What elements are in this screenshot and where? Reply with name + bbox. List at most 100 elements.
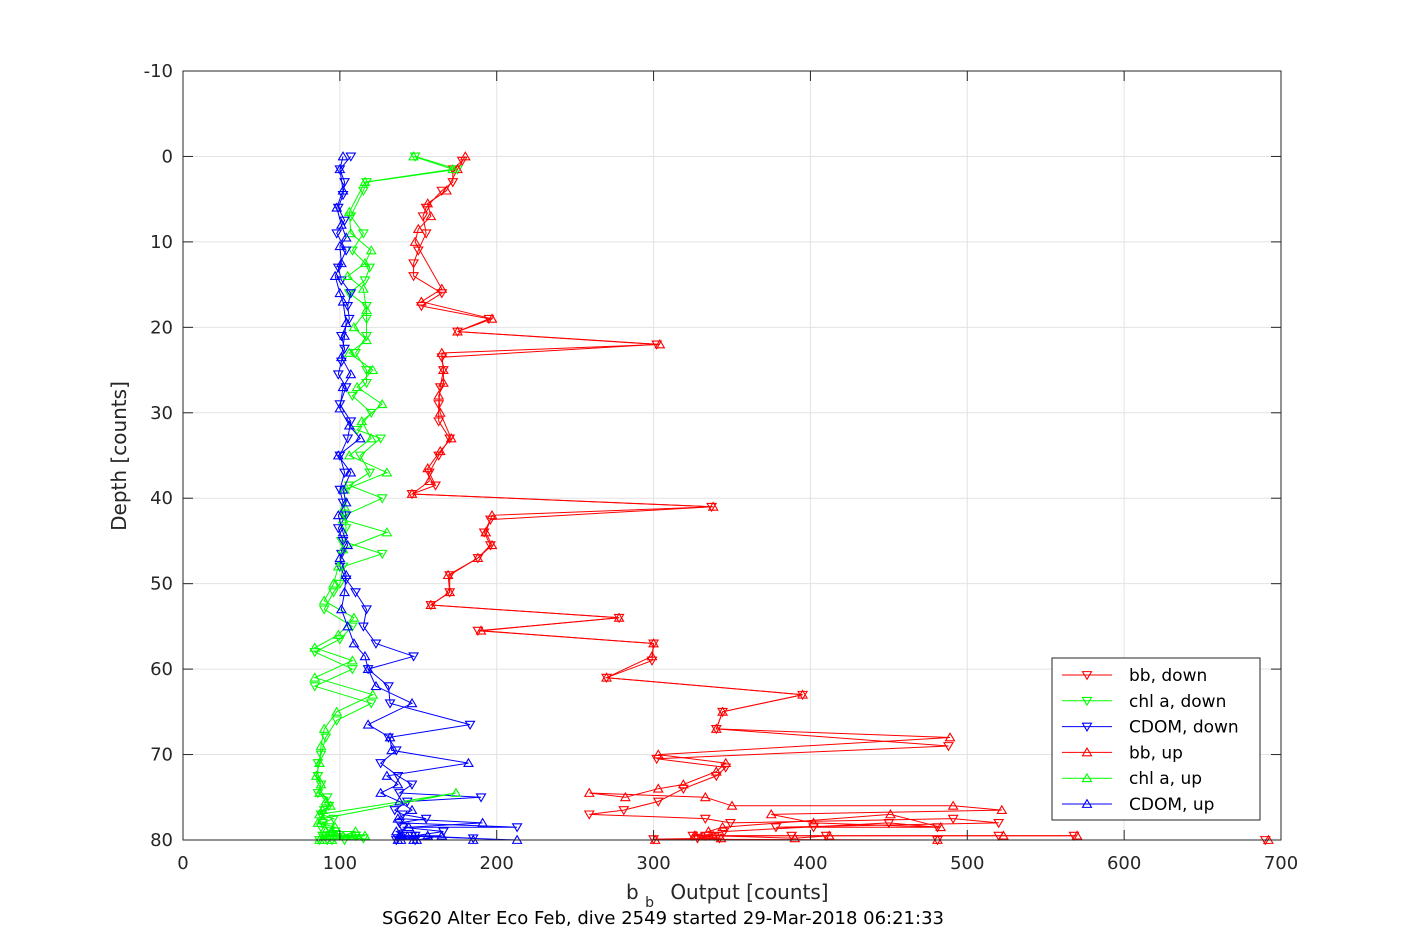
data-point: [436, 347, 448, 357]
data-point: [334, 403, 346, 413]
data-point: [365, 433, 377, 443]
data-point: [334, 635, 346, 645]
series-3: [406, 151, 1274, 844]
legend-label: CDOM, up: [1129, 795, 1214, 815]
data-point: [337, 537, 349, 547]
data-point: [331, 202, 343, 212]
data-point: [337, 296, 349, 306]
data-point: [312, 771, 324, 782]
data-point: [441, 185, 452, 195]
data-point: [334, 579, 346, 590]
data-point: [422, 198, 434, 208]
data-point: [345, 467, 357, 477]
legend-label: chl a, up: [1129, 769, 1202, 789]
y-tick-label: 0: [162, 146, 173, 167]
x-axis-title-subscript: b: [645, 895, 654, 911]
data-point: [348, 830, 360, 840]
data-point: [422, 830, 434, 840]
data-point: [392, 771, 404, 782]
data-point: [935, 821, 947, 832]
data-point: [370, 680, 382, 691]
data-point: [340, 497, 352, 507]
data-point: [332, 561, 344, 571]
series-line: [313, 155, 456, 841]
legend-marker: [1081, 722, 1093, 732]
data-point: [699, 791, 711, 802]
data-point: [486, 509, 498, 520]
x-tick-label: 700: [1264, 853, 1298, 874]
data-point: [789, 832, 801, 843]
data-point: [389, 806, 401, 816]
y-tick-label: 30: [150, 403, 173, 424]
x-tick-label: 500: [950, 853, 984, 874]
data-point: [618, 806, 630, 816]
data-point: [583, 810, 595, 820]
data-point: [442, 569, 454, 580]
data-point: [346, 655, 358, 665]
data-point: [337, 185, 349, 195]
data-point: [361, 378, 372, 389]
data-point: [654, 339, 666, 349]
data-point: [317, 813, 329, 823]
legend-marker: [1081, 747, 1093, 757]
data-point: [324, 800, 336, 810]
data-point: [335, 603, 347, 614]
data-point: [351, 381, 363, 392]
data-point: [350, 349, 362, 359]
legend-label: bb, up: [1129, 743, 1183, 763]
data-point: [425, 599, 437, 609]
data-point: [340, 232, 352, 242]
data-point: [408, 259, 420, 269]
data-point: [342, 302, 354, 312]
data-point: [472, 552, 484, 562]
y-tick-label: 50: [150, 574, 173, 595]
data-point: [376, 549, 388, 560]
data-point: [367, 689, 379, 699]
data-point: [332, 370, 344, 380]
y-tick-label: 80: [150, 830, 173, 851]
x-tick-label: 400: [793, 853, 827, 874]
data-point: [409, 152, 421, 162]
data-point: [717, 821, 729, 832]
data-point: [997, 830, 1009, 840]
data-point: [406, 804, 418, 815]
legend-box: [1051, 657, 1261, 821]
data-point: [343, 420, 355, 430]
data-point: [343, 481, 355, 491]
data-point: [408, 272, 420, 282]
data-point: [726, 800, 738, 810]
data-point: [423, 475, 435, 486]
data-point: [383, 733, 394, 743]
data-point: [332, 509, 344, 520]
data-point: [993, 818, 1005, 829]
data-point: [356, 415, 368, 426]
data-point: [334, 552, 346, 562]
x-tick-label: 200: [480, 853, 514, 874]
data-point: [394, 796, 405, 806]
legend-marker: [1081, 696, 1093, 707]
data-point: [452, 326, 463, 336]
data-point: [342, 270, 354, 280]
data-point: [318, 723, 330, 733]
data-point: [415, 302, 427, 312]
data-point: [947, 800, 959, 810]
data-point: [375, 434, 387, 444]
data-point: [720, 763, 732, 773]
data-point: [348, 612, 360, 622]
data-point: [359, 650, 371, 661]
data-point: [677, 784, 689, 795]
data-point: [337, 484, 349, 494]
data-point: [361, 605, 372, 615]
data-point: [475, 793, 487, 803]
data-point: [343, 347, 355, 357]
data-point: [331, 229, 343, 239]
data-point: [408, 151, 420, 161]
data-point: [310, 770, 322, 780]
data-point: [408, 652, 420, 662]
y-tick-label: 20: [150, 317, 173, 338]
legend-marker: [1081, 798, 1093, 808]
x-tick-label: 300: [636, 853, 670, 874]
data-point: [362, 663, 374, 674]
legend-label: CDOM, down: [1129, 718, 1239, 738]
data-point: [1071, 830, 1083, 840]
